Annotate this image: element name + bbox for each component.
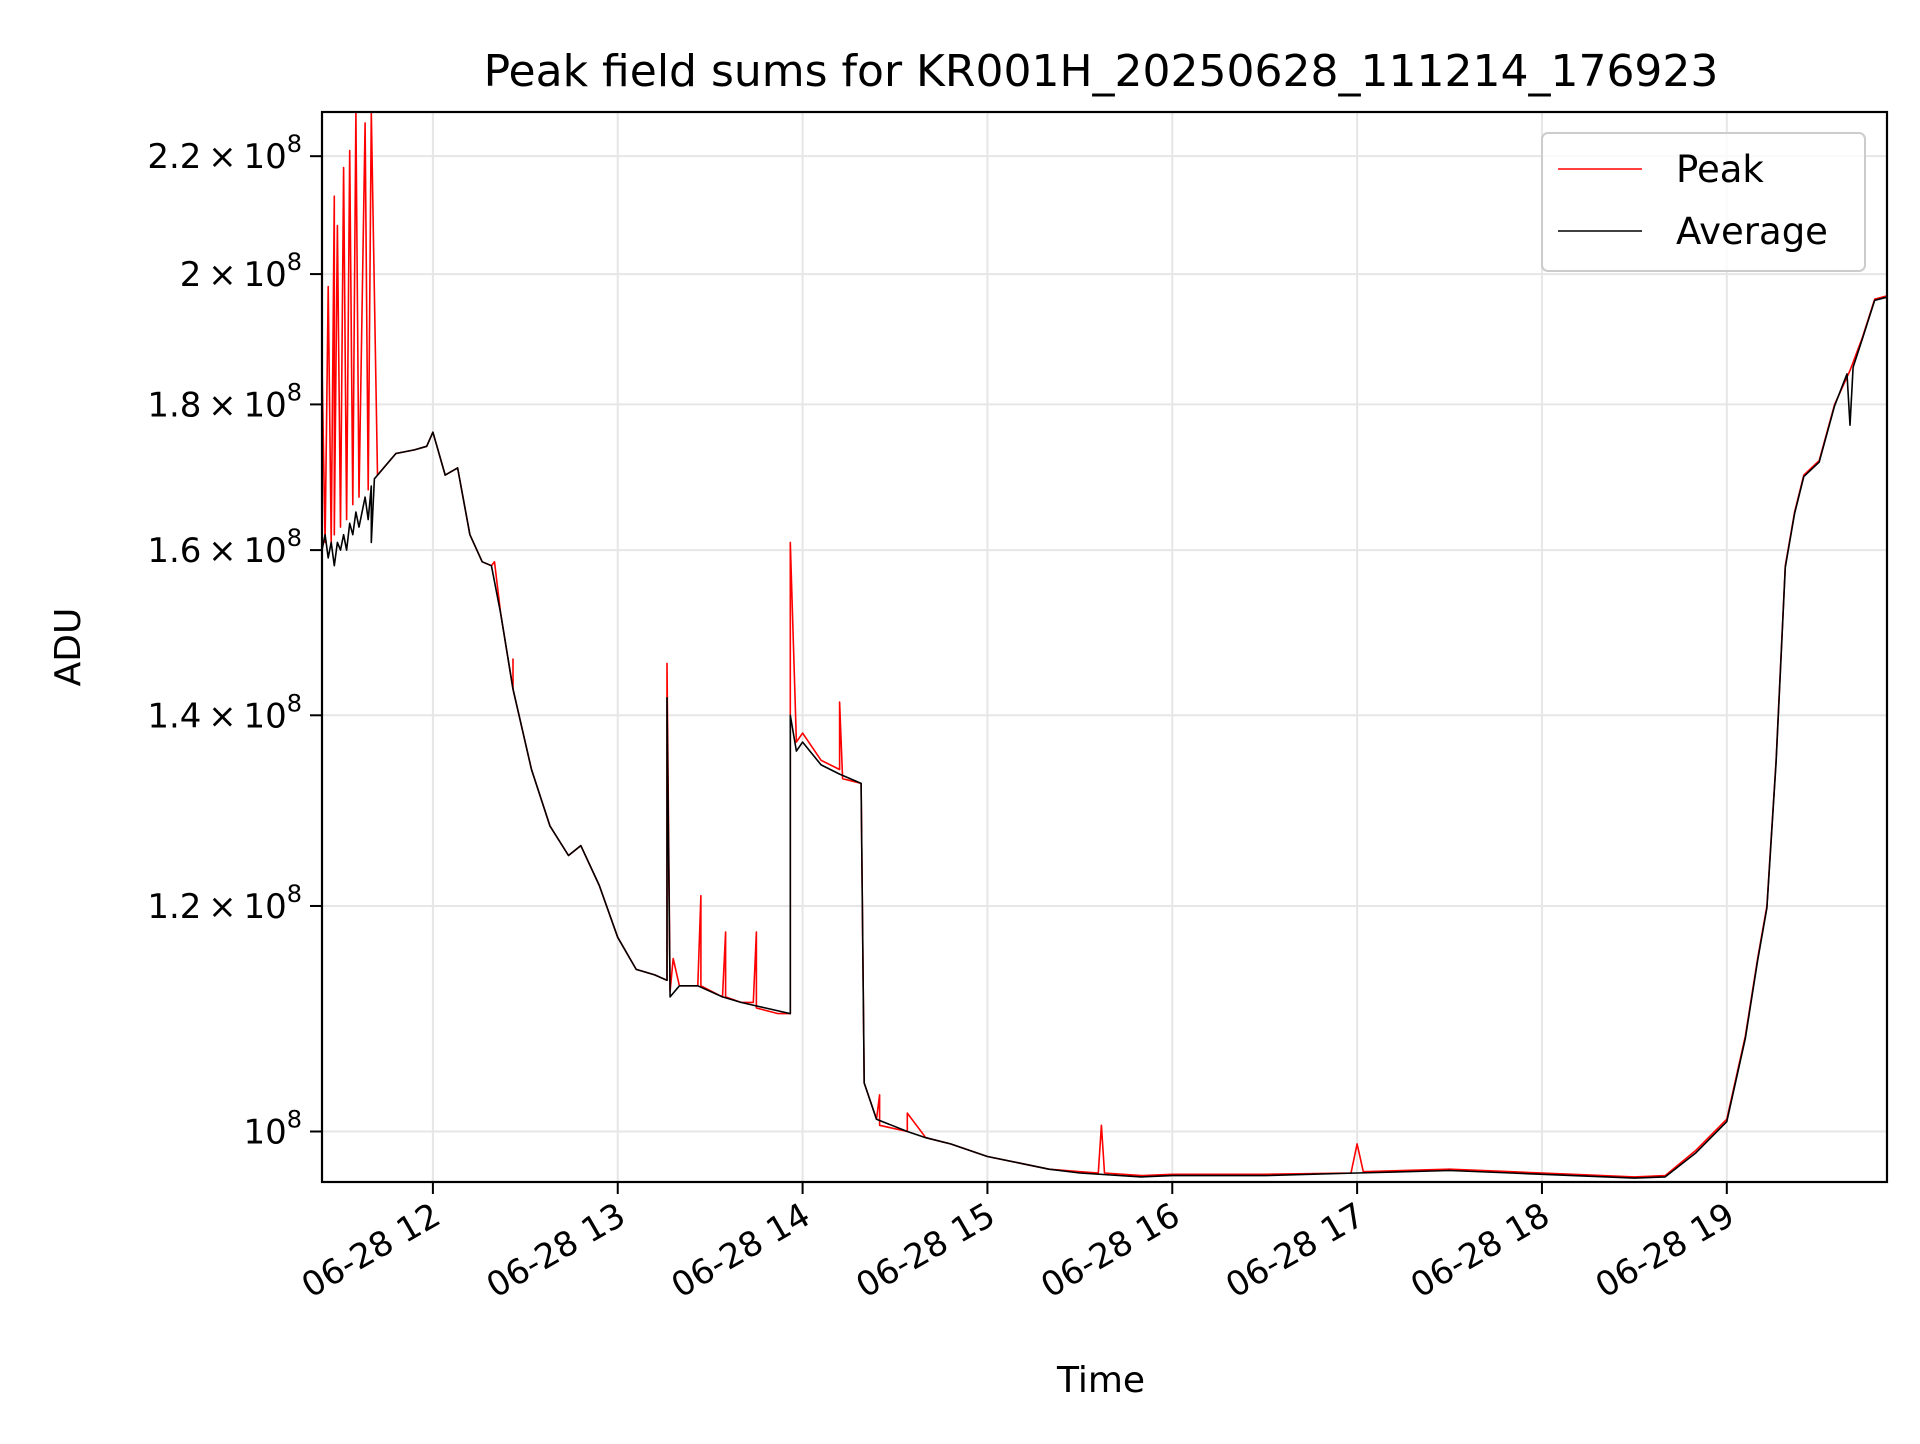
y-tick-label: 108 [243,1106,302,1153]
legend-box [1541,132,1866,272]
x-tick-label: 06-28 17 [1219,1195,1371,1306]
legend-label-average: Average [1676,210,1828,253]
x-tick-label: 06-28 16 [1034,1195,1186,1306]
x-tick-label: 06-28 12 [295,1195,447,1306]
x-axis-label: Time [1056,1360,1145,1401]
y-tick-label: 1.2 × 108 [147,880,302,927]
x-axis-ticks: 06-28 12 06-28 13 06-28 14 06-28 15 06-28 16… [295,1182,1741,1306]
x-tick-label: 06-28 15 [850,1195,1002,1306]
y-axis-label: ADU [48,608,89,687]
y-tick-label: 1.6 × 108 [147,524,302,571]
y-tick-label: 2.2 × 108 [147,130,302,177]
grid [322,112,1887,1182]
y-tick-label: 2 × 108 [180,248,302,295]
series-line-peak [321,111,1888,1178]
chart-title: Peak field sums for KR001H_20250628_1112… [484,46,1719,97]
legend: Peak Average [1541,132,1866,272]
x-tick-label: 06-28 19 [1589,1195,1741,1306]
y-tick-label: 1.8 × 108 [147,378,302,425]
series-lines [321,111,1888,1179]
x-tick-label: 06-28 18 [1404,1195,1556,1306]
plot-frame [320,110,1889,1184]
y-tick-label: 1.4 × 108 [147,689,302,736]
series-line-average [321,296,1888,1179]
legend-label-peak: Peak [1676,148,1764,191]
x-tick-label: 06-28 13 [480,1195,632,1306]
x-tick-label: 06-28 14 [665,1195,817,1306]
y-axis-ticks: 108 1.2 × 108 1.4 × 108 1.6 × 108 1.8 × 108 2… [147,130,322,1153]
